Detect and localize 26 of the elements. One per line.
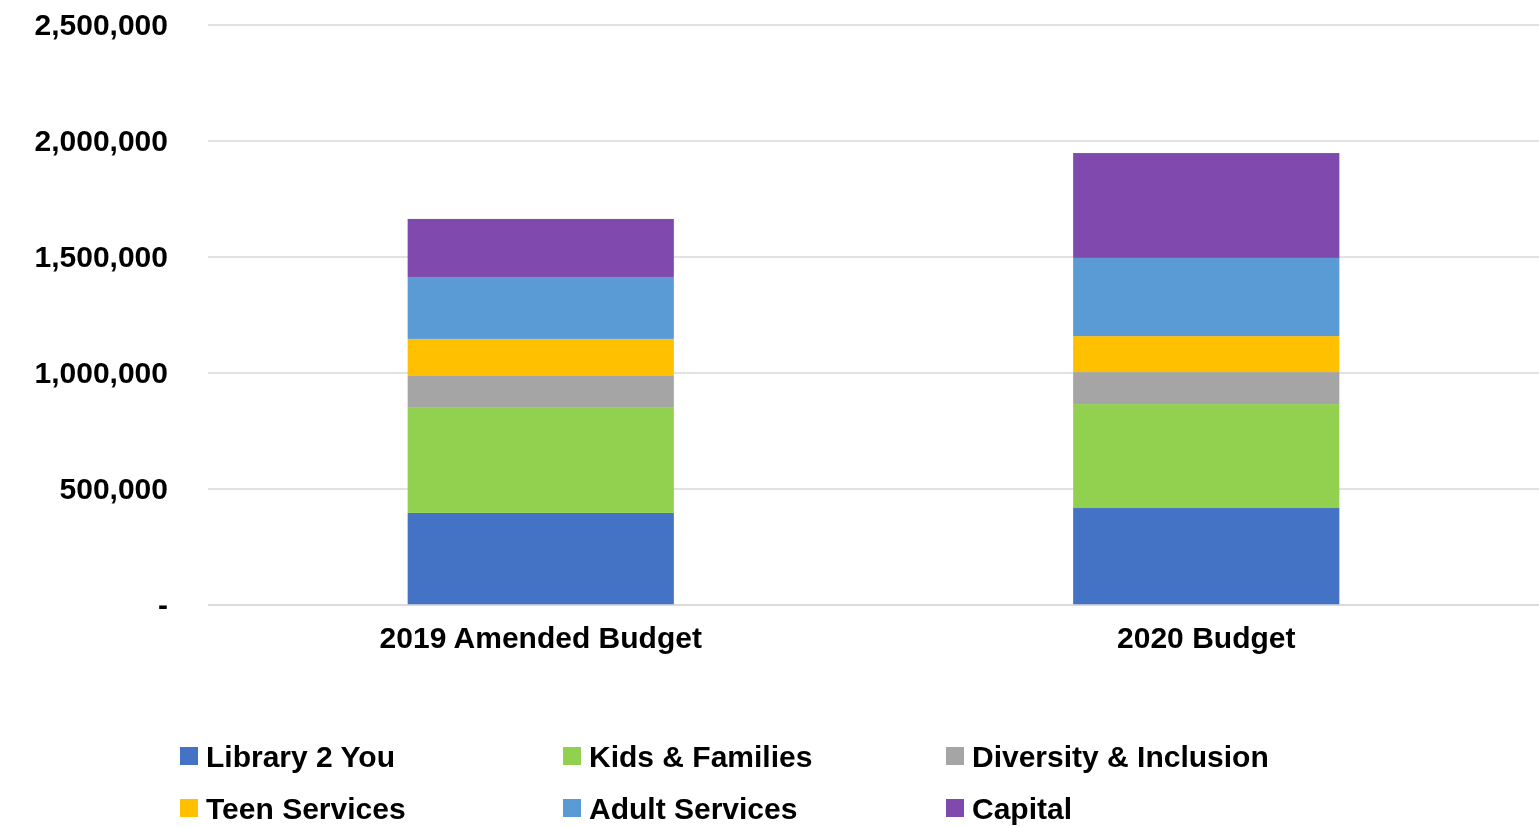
x-tick-label: 2019 Amended Budget — [379, 621, 702, 655]
bar — [407, 276, 674, 339]
y-tick-label: 500,000 — [59, 472, 168, 506]
y-tick-label: 1,500,000 — [34, 240, 168, 274]
bar — [407, 407, 674, 513]
legend-label: Diversity & Inclusion — [972, 739, 1269, 773]
bar — [407, 338, 674, 377]
y-tick-label: 2,500,000 — [34, 8, 168, 42]
legend-label: Capital — [972, 791, 1073, 825]
bar — [1073, 153, 1340, 258]
bar — [1073, 336, 1340, 373]
bar — [1073, 404, 1340, 509]
legend-label: Kids & Families — [589, 739, 813, 773]
x-tick-label: 2020 Budget — [1117, 621, 1296, 655]
y-tick-label: 1,000,000 — [34, 356, 168, 390]
bar — [407, 218, 674, 277]
legend-label: Teen Services — [206, 791, 406, 825]
y-tick-label: - — [158, 588, 168, 622]
legend-label: Adult Services — [589, 791, 798, 825]
bar — [407, 512, 674, 605]
y-tick-label: 2,000,000 — [34, 124, 168, 158]
bar — [407, 376, 674, 408]
bar — [1073, 372, 1340, 405]
bar — [1073, 508, 1340, 605]
bar — [1073, 257, 1340, 337]
legend-label: Library 2 You — [206, 739, 395, 773]
